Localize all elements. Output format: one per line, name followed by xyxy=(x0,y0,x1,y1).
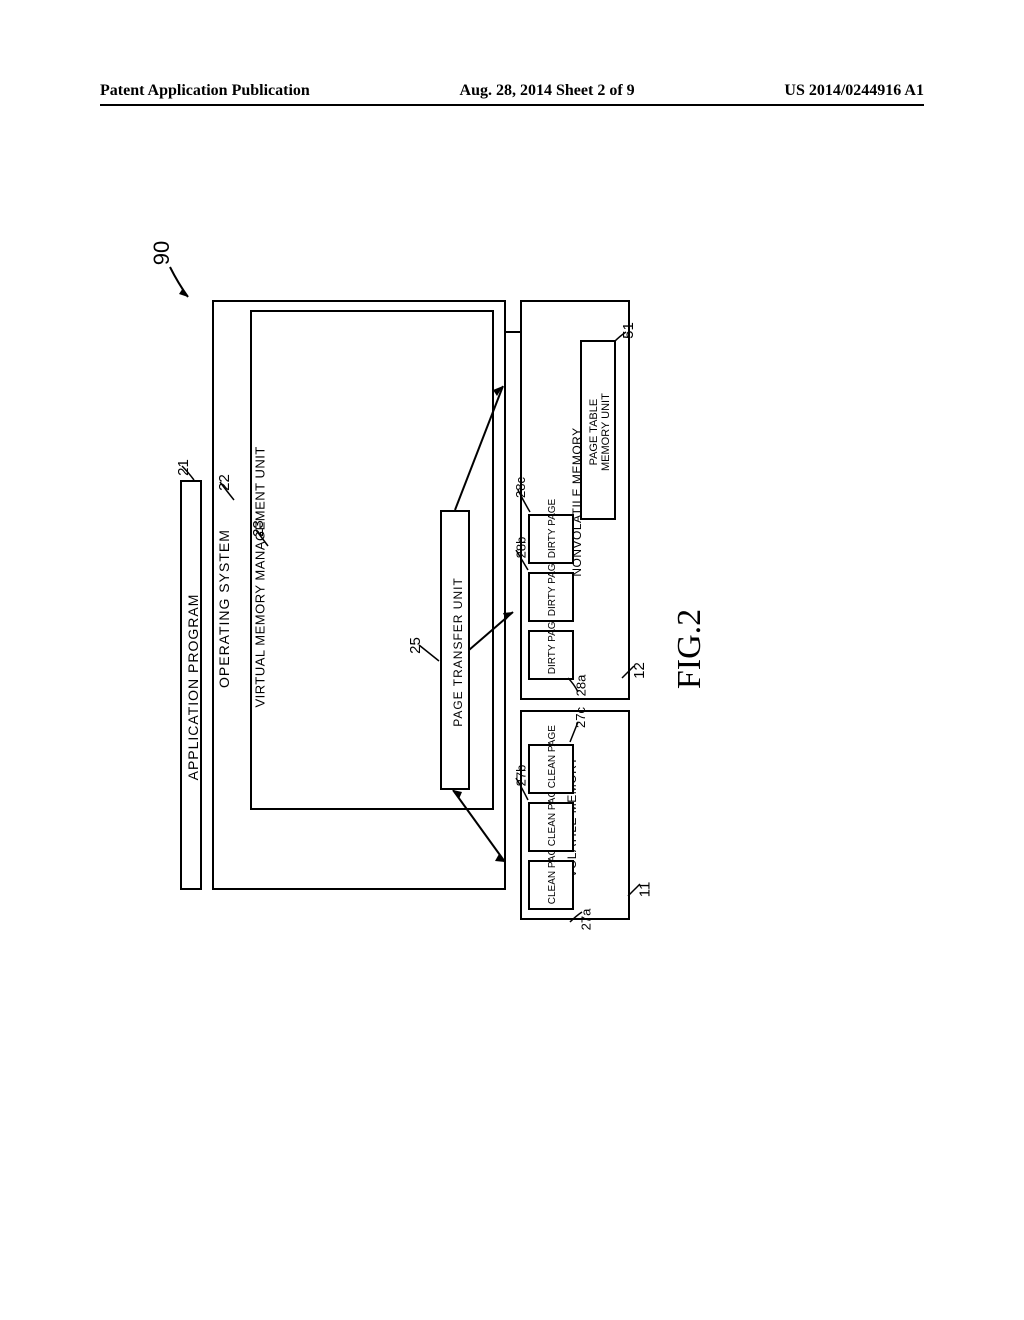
leader-27a xyxy=(568,908,586,926)
leader-11 xyxy=(626,880,646,900)
figure-2: 90 APPLICATION PROGRAM 21 OPERATING SYST… xyxy=(120,210,640,930)
box-dirty-28c: DIRTY PAGE xyxy=(528,514,574,564)
leader-28c xyxy=(514,488,532,514)
label-app-program: APPLICATION PROGRAM xyxy=(185,484,201,890)
leader-90 xyxy=(164,265,194,305)
label-vmmu: VIRTUAL MEMORY MANAGEMENT UNIT xyxy=(253,318,268,808)
leader-21 xyxy=(180,464,200,484)
label-operating-system: OPERATING SYSTEM xyxy=(216,308,232,888)
box-clean-27a: CLEAN PAGE xyxy=(528,860,574,910)
label-dirty-28a: DIRTY PAGE xyxy=(548,628,559,674)
box-clean-27c: CLEAN PAGE xyxy=(528,744,574,794)
label-clean-27a: CLEAN PAGE xyxy=(548,858,559,904)
label-clean-27b: CLEAN PAGE xyxy=(548,800,559,846)
label-dirty-28b: DIRTY PAGE xyxy=(548,570,559,616)
leader-27b xyxy=(512,776,530,802)
box-clean-27b: CLEAN PAGE xyxy=(528,802,574,852)
box-app-program: APPLICATION PROGRAM xyxy=(180,480,202,890)
header-right: US 2014/0244916 A1 xyxy=(784,82,924,100)
header-bar: Patent Application Publication Aug. 28, … xyxy=(100,82,924,106)
leader-28b xyxy=(512,548,530,572)
box-page-table: PAGE TABLEMEMORY UNIT xyxy=(580,340,616,520)
leader-51 xyxy=(612,328,630,346)
leader-27c xyxy=(566,718,584,744)
box-dirty-28a: DIRTY PAGE xyxy=(528,630,574,680)
box-dirty-28b: DIRTY PAGE xyxy=(528,572,574,622)
header-center: Aug. 28, 2014 Sheet 2 of 9 xyxy=(460,82,635,100)
ref-90: 90 xyxy=(149,241,175,265)
label-page-table: PAGE TABLEMEMORY UNIT xyxy=(588,346,612,518)
page: Patent Application Publication Aug. 28, … xyxy=(0,0,1024,1320)
label-dirty-28c: DIRTY PAGE xyxy=(548,512,559,558)
figure-caption: FIG.2 xyxy=(671,609,709,689)
leader-23 xyxy=(248,528,273,553)
leader-12 xyxy=(620,662,640,682)
leader-25 xyxy=(415,643,443,668)
label-clean-27c: CLEAN PAGE xyxy=(548,742,559,788)
leader-28a xyxy=(566,676,584,696)
leader-22 xyxy=(210,480,240,510)
header-left: Patent Application Publication xyxy=(100,82,310,100)
